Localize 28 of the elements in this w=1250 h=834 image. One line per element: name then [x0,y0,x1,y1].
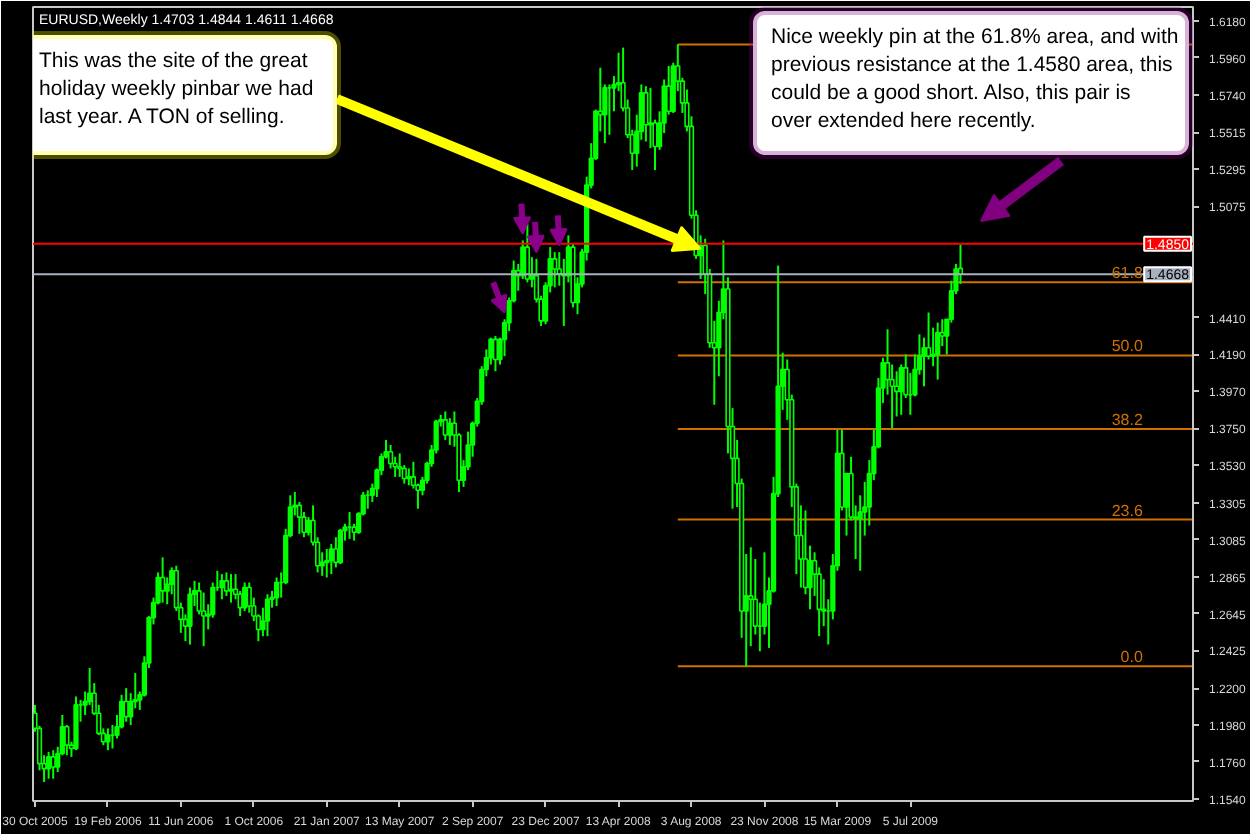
annotation: 38.2 [1111,410,1144,429]
candlestick [73,695,79,752]
annotation: 50.0 [1111,337,1144,356]
candlestick [264,593,271,638]
annotation: This was the site of the great holiday weekly pinbar we had last year. A TON of selling. [39,49,314,129]
annotation: 0.0 [1120,648,1144,667]
candlestick [324,547,330,579]
candlestick [242,581,248,613]
candlestick [219,573,225,601]
candlestick [935,321,941,381]
candlestick [246,581,252,614]
candlestick [397,452,403,478]
candlestick [337,527,344,566]
candlestick [201,591,207,648]
candlestick [447,417,453,446]
candlestick [228,573,234,604]
candlestick [105,727,111,752]
annotation: Nice weekly pin at the 61.8% area, and with previous resistance at the 1.4580 area, this could be a good short. Also, this pair is over extended here recently. [771,25,1179,133]
candlestick [223,571,230,597]
candlestick [643,85,649,143]
candlestick [333,536,339,569]
candlestick [46,750,52,780]
candlestick [410,460,416,490]
annotation: 23.6 [1111,501,1144,520]
candlestick [552,251,558,289]
candlestick [118,693,125,730]
candlestick [159,556,166,604]
candlestick [387,444,394,470]
